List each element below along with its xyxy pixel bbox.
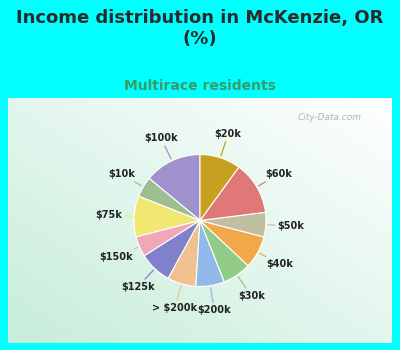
Wedge shape xyxy=(136,220,200,256)
Wedge shape xyxy=(134,196,200,237)
Wedge shape xyxy=(168,220,200,286)
Wedge shape xyxy=(200,212,266,237)
Text: $100k: $100k xyxy=(144,133,178,159)
Text: > $200k: > $200k xyxy=(152,286,197,313)
Text: $75k: $75k xyxy=(96,210,132,220)
Text: $125k: $125k xyxy=(121,270,154,292)
Text: Multirace residents: Multirace residents xyxy=(124,79,276,93)
Wedge shape xyxy=(149,154,200,220)
Wedge shape xyxy=(200,220,264,266)
Text: $10k: $10k xyxy=(108,169,142,186)
Text: $20k: $20k xyxy=(215,129,242,156)
Wedge shape xyxy=(200,167,266,220)
Wedge shape xyxy=(139,178,200,220)
Text: $50k: $50k xyxy=(268,221,304,231)
Wedge shape xyxy=(196,220,224,287)
Text: $200k: $200k xyxy=(198,288,231,315)
Text: City-Data.com: City-Data.com xyxy=(297,113,361,122)
Wedge shape xyxy=(200,154,239,220)
Text: $150k: $150k xyxy=(100,247,138,262)
Wedge shape xyxy=(200,220,248,282)
Text: Income distribution in McKenzie, OR
(%): Income distribution in McKenzie, OR (%) xyxy=(16,9,384,48)
Wedge shape xyxy=(144,220,200,278)
Text: $60k: $60k xyxy=(258,169,292,186)
Text: $40k: $40k xyxy=(260,253,293,270)
Text: $30k: $30k xyxy=(238,277,265,301)
